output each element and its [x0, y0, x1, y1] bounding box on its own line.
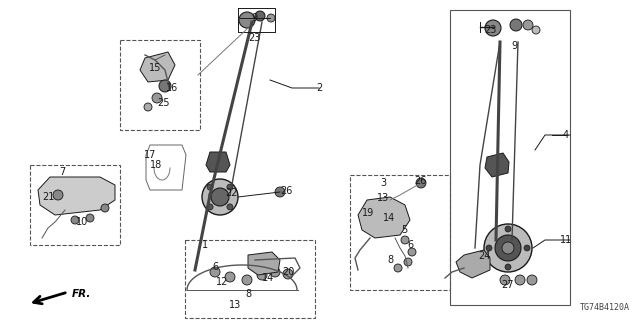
Circle shape [275, 187, 285, 197]
Text: 14: 14 [262, 273, 274, 283]
Circle shape [500, 275, 510, 285]
Bar [120, 40, 200, 130]
Text: 14: 14 [383, 213, 395, 223]
Circle shape [416, 178, 426, 188]
Circle shape [484, 224, 532, 272]
Circle shape [101, 204, 109, 212]
Bar [185, 240, 315, 318]
Text: 19: 19 [362, 208, 374, 218]
Text: 6: 6 [407, 240, 413, 250]
Polygon shape [140, 52, 175, 82]
Text: 26: 26 [414, 176, 426, 186]
Circle shape [527, 275, 537, 285]
Text: 20: 20 [282, 267, 294, 277]
Text: 11: 11 [560, 235, 572, 245]
Circle shape [53, 190, 63, 200]
Circle shape [404, 258, 412, 266]
Text: 15: 15 [149, 63, 161, 73]
Text: 13: 13 [229, 300, 241, 310]
Circle shape [227, 204, 233, 210]
Circle shape [502, 242, 514, 254]
Text: 1: 1 [202, 240, 208, 250]
Circle shape [86, 214, 94, 222]
Circle shape [159, 80, 171, 92]
Text: 27: 27 [502, 280, 515, 290]
Text: 10: 10 [76, 217, 88, 227]
Text: 16: 16 [166, 83, 178, 93]
Text: 9: 9 [511, 41, 517, 51]
Circle shape [152, 93, 162, 103]
Circle shape [227, 184, 233, 190]
Circle shape [510, 19, 522, 31]
Bar [350, 175, 450, 290]
Circle shape [485, 20, 501, 36]
Text: TG74B4120A: TG74B4120A [580, 303, 630, 312]
Circle shape [283, 269, 293, 279]
Text: 24: 24 [478, 251, 490, 261]
Circle shape [225, 272, 235, 282]
Circle shape [242, 275, 252, 285]
Circle shape [207, 204, 213, 210]
Text: 8: 8 [387, 255, 393, 265]
Text: 3: 3 [380, 178, 386, 188]
Bar [450, 10, 570, 305]
Circle shape [267, 14, 275, 22]
Bar [30, 165, 120, 245]
Circle shape [505, 226, 511, 232]
Circle shape [202, 179, 238, 215]
Polygon shape [485, 153, 509, 177]
Text: 17: 17 [144, 150, 156, 160]
Polygon shape [248, 252, 280, 275]
Circle shape [239, 12, 255, 28]
Text: 8: 8 [245, 289, 251, 299]
Circle shape [408, 248, 416, 256]
Circle shape [257, 270, 267, 280]
Circle shape [71, 216, 79, 224]
Text: 7: 7 [59, 167, 65, 177]
Circle shape [515, 275, 525, 285]
Text: 4: 4 [563, 130, 569, 140]
Text: 12: 12 [216, 277, 228, 287]
Circle shape [210, 267, 220, 277]
Circle shape [524, 245, 530, 251]
Circle shape [401, 236, 409, 244]
Text: 23: 23 [248, 33, 260, 43]
Text: FR.: FR. [72, 289, 92, 299]
Circle shape [486, 245, 492, 251]
Text: 5: 5 [401, 225, 407, 235]
Polygon shape [206, 152, 230, 172]
Text: 2: 2 [316, 83, 322, 93]
Text: 13: 13 [377, 193, 389, 203]
Polygon shape [38, 177, 115, 215]
Text: 18: 18 [150, 160, 162, 170]
Text: 26: 26 [280, 186, 292, 196]
Polygon shape [358, 197, 410, 238]
Text: 25: 25 [157, 98, 169, 108]
Circle shape [495, 235, 521, 261]
Circle shape [211, 188, 229, 206]
Text: 21: 21 [42, 192, 54, 202]
Text: 9: 9 [251, 13, 257, 23]
Circle shape [394, 264, 402, 272]
Circle shape [255, 11, 265, 21]
Polygon shape [456, 250, 490, 278]
Circle shape [144, 103, 152, 111]
Circle shape [523, 20, 533, 30]
Circle shape [532, 26, 540, 34]
Text: 6: 6 [212, 262, 218, 272]
Text: 23: 23 [484, 25, 496, 35]
Circle shape [270, 267, 280, 277]
Circle shape [505, 264, 511, 270]
Circle shape [207, 184, 213, 190]
Text: 22: 22 [226, 188, 238, 198]
